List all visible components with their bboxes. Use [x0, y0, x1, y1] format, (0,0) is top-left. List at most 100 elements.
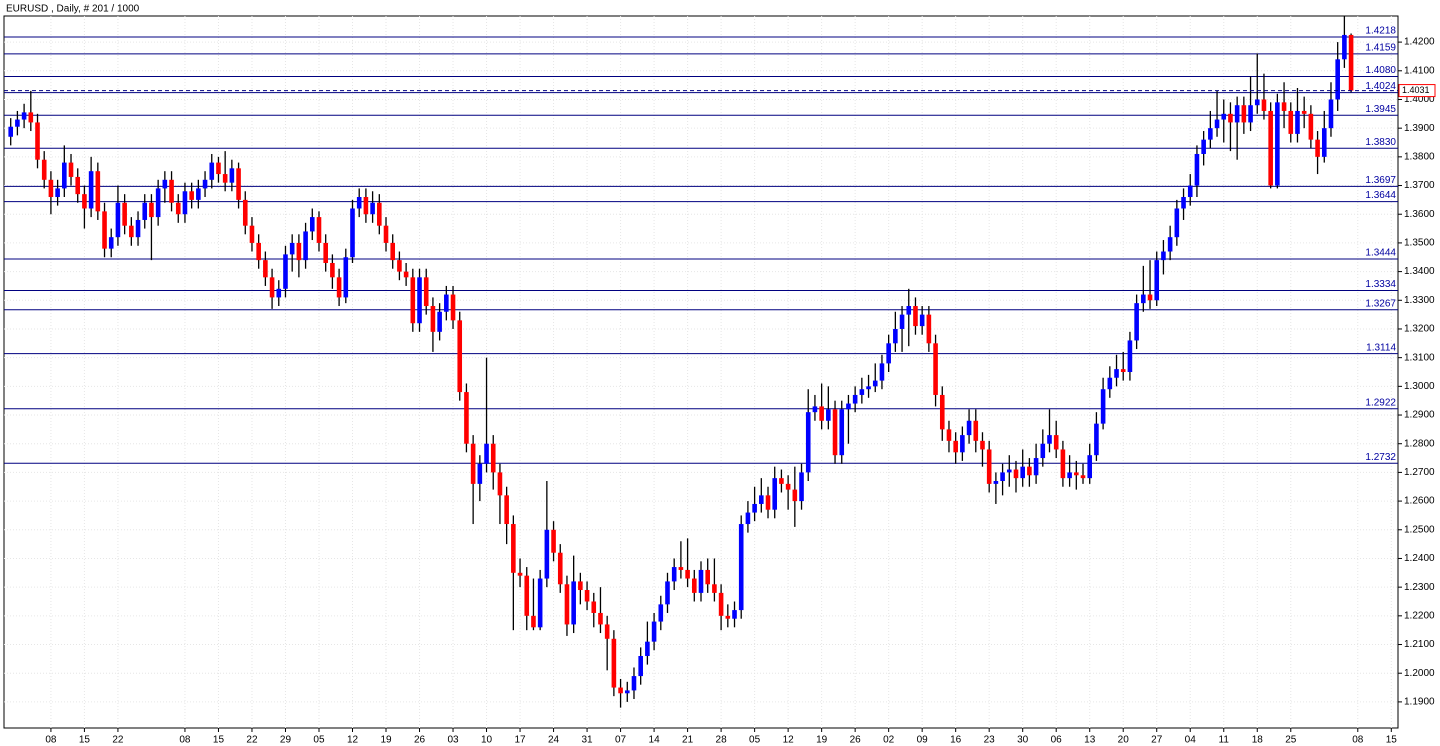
candle-body: [1281, 102, 1287, 111]
y-tick-label: 1.2000: [1404, 668, 1435, 679]
candle-body: [919, 314, 925, 327]
candle-body: [1074, 472, 1079, 476]
candle-body: [872, 380, 878, 387]
candle-body: [316, 217, 322, 243]
candle-body: [511, 524, 516, 573]
candle-body: [403, 271, 409, 278]
y-tick-label: 1.3800: [1404, 151, 1435, 162]
candle-body: [457, 320, 463, 393]
x-tick-label: 12: [783, 735, 795, 746]
candle-body: [1248, 105, 1253, 123]
candle-body: [1254, 99, 1260, 106]
candle-body: [926, 314, 932, 344]
candle-body: [584, 590, 590, 602]
candle-body: [1127, 340, 1133, 372]
y-tick-label: 1.3200: [1404, 324, 1435, 335]
candle-body: [1261, 99, 1267, 111]
y-tick-label: 1.3000: [1404, 381, 1435, 392]
candle-body: [866, 386, 871, 390]
candle-body: [1120, 369, 1126, 372]
candle-body: [309, 217, 315, 232]
x-tick-label: 16: [950, 735, 962, 746]
x-tick-label: 17: [514, 735, 526, 746]
y-tick-label: 1.2300: [1404, 582, 1435, 593]
candle-body: [108, 237, 114, 249]
candle-body: [95, 171, 101, 212]
candle-body: [102, 211, 107, 249]
candle-body: [464, 392, 469, 444]
candle-body: [624, 690, 630, 694]
candle-body: [732, 610, 737, 619]
candle-body: [323, 242, 328, 263]
candle-body: [752, 503, 757, 513]
candle-body: [551, 529, 556, 553]
candle-body: [155, 188, 161, 218]
candle-body: [1100, 389, 1106, 424]
candle-body: [1080, 475, 1086, 479]
level-label: 1.3444: [1365, 248, 1396, 259]
candle-body: [236, 168, 241, 200]
candle-body: [62, 162, 67, 189]
candle-body: [852, 394, 858, 404]
candle-body: [1214, 119, 1220, 129]
candle-body: [8, 126, 14, 137]
y-tick-label: 1.2900: [1404, 410, 1435, 421]
candle-body: [1308, 113, 1314, 140]
y-tick-label: 1.3700: [1404, 180, 1435, 191]
candle-body: [470, 443, 476, 484]
candle-body: [122, 202, 127, 226]
candle-body: [437, 311, 442, 332]
candle-body: [705, 569, 711, 585]
candle-body: [444, 294, 449, 312]
candle-body: [765, 495, 771, 510]
y-tick-label: 1.3300: [1404, 295, 1435, 306]
candle-body: [1348, 34, 1354, 91]
x-tick-label: 31: [582, 735, 594, 746]
candle-body: [1114, 369, 1119, 378]
candle-body: [21, 112, 27, 120]
candle-body: [209, 162, 215, 180]
candle-body: [1174, 208, 1180, 238]
candle-body: [591, 601, 597, 613]
last-price-box: [1398, 84, 1436, 98]
candle-body: [55, 188, 60, 198]
candle-body: [658, 604, 664, 622]
candle-body: [671, 567, 677, 582]
candle-body: [397, 260, 402, 272]
candle-body: [1020, 466, 1025, 479]
candle-body: [1013, 469, 1019, 479]
candle-body: [1047, 435, 1052, 444]
candle-body: [263, 260, 268, 278]
candle-body: [598, 612, 603, 625]
candle-body: [805, 412, 811, 473]
y-tick-label: 1.1900: [1404, 697, 1435, 708]
candle-body: [812, 406, 818, 413]
chart-title: EURUSD , Daily, # 201 / 1000: [6, 4, 140, 15]
x-tick-label: 08: [179, 735, 191, 746]
x-tick-label: 03: [447, 735, 459, 746]
candle-body: [202, 179, 208, 189]
candle-body: [819, 406, 824, 421]
candle-body: [792, 489, 798, 502]
y-tick-label: 1.2700: [1404, 467, 1435, 478]
candle-body: [698, 569, 704, 593]
candle-body: [410, 277, 416, 324]
candle-body: [162, 179, 168, 189]
candle-body: [1275, 102, 1280, 186]
candle-body: [1234, 105, 1240, 123]
candle-body: [35, 122, 40, 160]
candle-body: [993, 481, 999, 484]
candle-body: [913, 306, 918, 327]
candle-body: [691, 578, 697, 593]
candle-body: [745, 512, 751, 525]
candle-body: [450, 294, 456, 321]
candle-body: [229, 168, 235, 183]
level-label: 1.3697: [1365, 175, 1396, 186]
candle-body: [544, 529, 550, 579]
x-tick-label: 12: [347, 735, 359, 746]
candle-body: [330, 262, 335, 278]
candle-body: [531, 615, 536, 628]
y-tick-label: 1.2400: [1404, 553, 1435, 564]
y-tick-label: 1.3100: [1404, 352, 1435, 363]
candle-body: [846, 403, 851, 410]
